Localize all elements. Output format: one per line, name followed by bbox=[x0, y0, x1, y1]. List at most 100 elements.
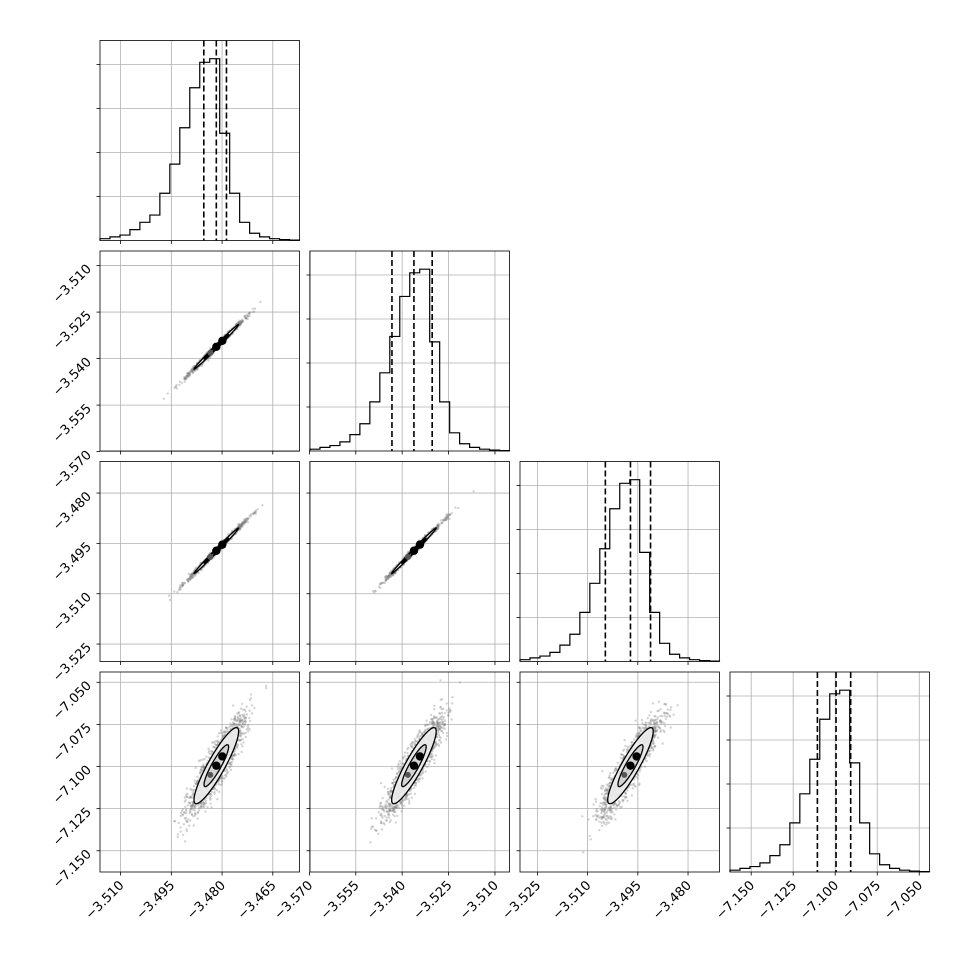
scatter-point bbox=[215, 789, 219, 792]
scatter-point bbox=[388, 572, 392, 575]
scatter-point bbox=[185, 809, 188, 812]
scatter-point bbox=[220, 783, 224, 786]
scatter-point bbox=[188, 372, 191, 375]
scatter-point bbox=[190, 572, 193, 576]
scatter-point bbox=[187, 371, 190, 375]
scatter-point bbox=[184, 375, 188, 378]
scatter-point bbox=[241, 525, 244, 528]
scatter-point bbox=[188, 578, 191, 581]
scatter-point bbox=[199, 805, 203, 808]
scatter-point bbox=[239, 738, 243, 742]
scatter-point bbox=[236, 745, 239, 748]
scatter-point bbox=[388, 574, 391, 578]
scatter-point bbox=[383, 581, 386, 585]
scatter-point bbox=[193, 805, 196, 809]
scatter-point bbox=[185, 795, 189, 799]
scatter-point bbox=[187, 577, 190, 581]
scatter-point bbox=[238, 719, 242, 723]
scatter-point bbox=[181, 584, 184, 587]
scatter-point bbox=[230, 757, 233, 760]
scatter-point bbox=[225, 768, 228, 771]
scatter-point bbox=[239, 321, 242, 324]
scatter-point bbox=[195, 781, 199, 784]
scatter-point bbox=[389, 574, 392, 577]
scatter-point bbox=[386, 577, 389, 580]
scatter-point bbox=[244, 518, 247, 521]
scatter-point bbox=[238, 524, 241, 527]
scatter-point bbox=[248, 514, 251, 517]
scatter-point bbox=[188, 811, 191, 814]
scatter-point bbox=[194, 782, 198, 786]
scatter-point bbox=[186, 372, 189, 375]
scatter-point bbox=[241, 721, 244, 724]
scatter-point bbox=[436, 523, 439, 527]
scatter-point bbox=[380, 581, 383, 585]
scatter-point bbox=[241, 737, 244, 741]
scatter-point bbox=[192, 792, 195, 796]
scatter-point bbox=[240, 318, 244, 321]
scatter-point bbox=[190, 368, 193, 372]
scatter-point bbox=[180, 581, 184, 585]
scatter-point bbox=[183, 375, 186, 379]
scatter-point bbox=[387, 575, 391, 579]
scatter-point bbox=[184, 376, 188, 380]
scatter-point bbox=[221, 732, 224, 735]
scatter-point bbox=[183, 796, 186, 799]
scatter-point bbox=[244, 316, 248, 320]
scatter-point bbox=[193, 809, 196, 812]
scatter-point bbox=[196, 775, 199, 778]
scatter-point bbox=[175, 383, 178, 387]
scatter-point bbox=[436, 524, 439, 528]
scatter-point bbox=[212, 745, 215, 749]
scatter-point bbox=[173, 590, 176, 593]
scatter-point bbox=[240, 523, 244, 526]
scatter-point bbox=[183, 378, 187, 381]
scatter-point bbox=[186, 804, 189, 807]
scatter-point bbox=[185, 820, 189, 824]
scatter-point bbox=[204, 810, 207, 813]
scatter-point bbox=[243, 314, 246, 318]
scatter-point bbox=[238, 734, 241, 738]
scatter-point bbox=[388, 573, 391, 576]
histogram-step-2 bbox=[519, 479, 721, 662]
scatter-point bbox=[190, 813, 194, 816]
scatter-panel-2-0 bbox=[96, 461, 300, 665]
scatter-point bbox=[187, 579, 190, 583]
scatter-point bbox=[246, 315, 250, 318]
scatter-point bbox=[190, 369, 194, 372]
scatter-point bbox=[179, 585, 182, 589]
scatter-grid-2-0 bbox=[100, 461, 300, 662]
scatter-point bbox=[436, 528, 439, 531]
scatter-point bbox=[188, 796, 192, 799]
scatter-point bbox=[244, 710, 247, 713]
scatter-point bbox=[242, 722, 245, 726]
scatter-point bbox=[184, 808, 188, 811]
scatter-point bbox=[225, 726, 228, 729]
scatter-point bbox=[188, 371, 192, 375]
scatter-point bbox=[237, 321, 241, 325]
scatter-point bbox=[212, 746, 216, 749]
scatter-point bbox=[233, 749, 237, 752]
scatter-point bbox=[253, 307, 257, 310]
scatter-point bbox=[188, 576, 192, 580]
density-core bbox=[409, 546, 419, 555]
scatter-point bbox=[457, 506, 460, 510]
scatter-point bbox=[244, 519, 247, 523]
scatter-point bbox=[237, 711, 241, 714]
scatter-point bbox=[243, 518, 246, 521]
scatter-point bbox=[231, 757, 235, 760]
scatter-point bbox=[181, 583, 185, 587]
scatter-point bbox=[194, 574, 197, 577]
scatter-point bbox=[248, 716, 251, 720]
scatter-point bbox=[243, 719, 247, 723]
scatter-point bbox=[241, 702, 244, 706]
scatter-point bbox=[387, 574, 390, 578]
scatter-point bbox=[200, 568, 203, 572]
density-core bbox=[415, 540, 425, 549]
scatter-point bbox=[379, 582, 383, 585]
scatter-panel-2-1 bbox=[306, 461, 510, 665]
scatter-point bbox=[200, 802, 203, 806]
scatter-point bbox=[190, 572, 193, 576]
scatter-point bbox=[233, 752, 237, 756]
scatter-point bbox=[173, 386, 176, 390]
